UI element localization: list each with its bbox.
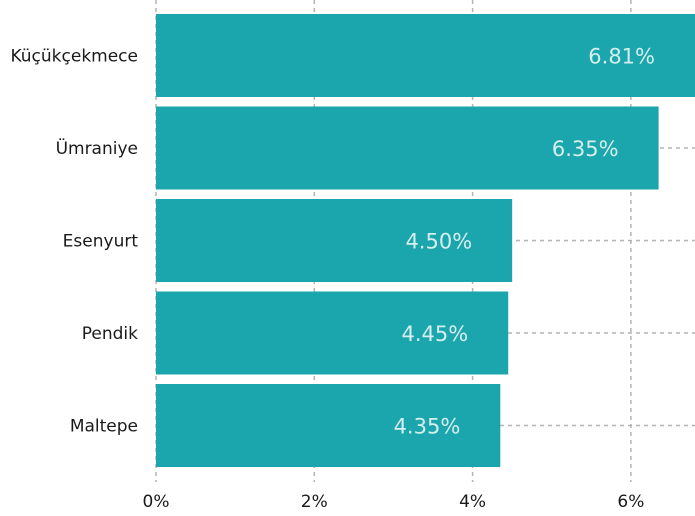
x-tick-label: 2% <box>301 492 328 512</box>
bar <box>156 291 509 375</box>
x-axis-tick-labels: 0% 2% 4% 6% <box>143 492 645 512</box>
bar <box>156 199 513 282</box>
bars <box>156 14 695 467</box>
x-tick-label: 0% <box>143 492 170 512</box>
category-label: Ümraniye <box>56 137 138 159</box>
bar <box>156 106 659 190</box>
bar <box>156 384 501 467</box>
x-tick-label: 6% <box>617 492 644 512</box>
data-label: 4.50% <box>405 230 472 254</box>
data-label: 6.81% <box>588 45 655 69</box>
data-labels: 6.81% 6.35% 4.50% 4.45% 4.35% <box>394 45 655 439</box>
category-label: Esenyurt <box>63 232 139 252</box>
data-label: 4.45% <box>401 322 468 346</box>
bar <box>156 14 695 97</box>
category-labels: Küçükçekmece Ümraniye Esenyurt Pendik Maltep… <box>10 47 138 437</box>
category-label: Küçükçekmece <box>10 47 138 67</box>
data-label: 4.35% <box>394 415 461 439</box>
category-label: Maltepe <box>70 417 138 437</box>
data-label: 6.35% <box>552 137 619 161</box>
x-tick-label: 4% <box>459 492 486 512</box>
category-label: Pendik <box>82 324 138 344</box>
